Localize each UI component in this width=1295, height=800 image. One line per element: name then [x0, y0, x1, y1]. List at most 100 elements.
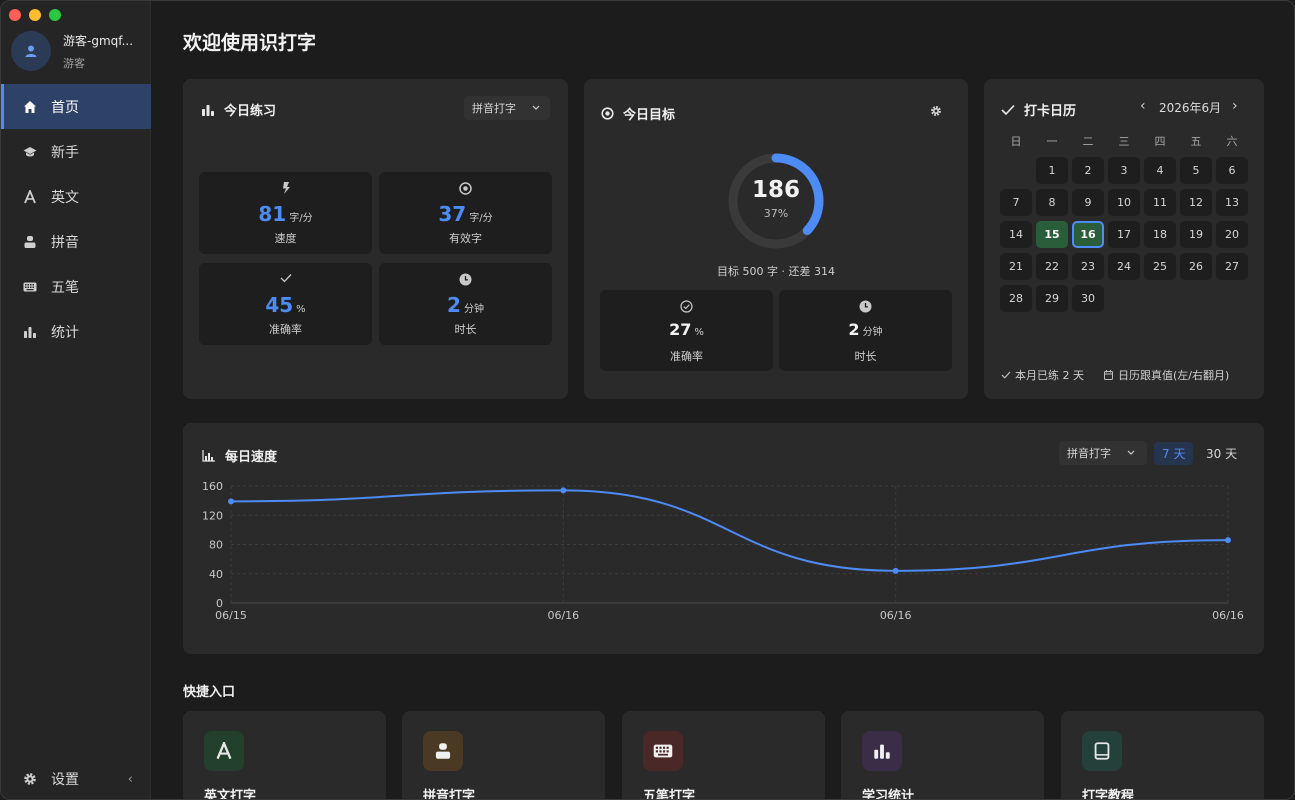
goal-accuracy-value: 27	[669, 320, 692, 339]
accuracy-label: 准确率	[269, 323, 302, 336]
calendar-day[interactable]: 29	[1036, 285, 1068, 312]
quick-study-stats[interactable]: 学习统计	[841, 711, 1044, 799]
calendar-day[interactable]: 6	[1216, 157, 1248, 184]
goal-settings-gear-icon[interactable]	[930, 105, 942, 117]
sidebar-item-beginner[interactable]: 新手	[1, 129, 151, 174]
quick-english-typing[interactable]: 英文打字	[183, 711, 386, 800]
sidebar-item-stats[interactable]: 统计	[1, 309, 151, 354]
x-tick-label: 06/16	[547, 609, 579, 622]
letter-a-icon	[23, 189, 37, 204]
main-content: 欢迎使用识打字 今日练习 拼音打字 81 字/分 速度 37 字/分 有效字	[151, 1, 1294, 800]
calendar-day[interactable]: 25	[1144, 253, 1176, 280]
sidebar-item-label: 五笔	[51, 279, 79, 296]
calendar-day[interactable]: 8	[1036, 189, 1068, 216]
practice-title: 今日练习	[201, 100, 276, 119]
x-tick-label: 06/15	[215, 609, 247, 622]
effective-chars-unit: 字/分	[469, 213, 493, 224]
calendar-day[interactable]: 10	[1108, 189, 1140, 216]
calendar-day[interactable]: 5	[1180, 157, 1212, 184]
practice-mode-value: 拼音打字	[472, 102, 516, 115]
calendar-day[interactable]: 27	[1216, 253, 1248, 280]
calendar-day[interactable]: 11	[1144, 189, 1176, 216]
calendar-day[interactable]: 26	[1180, 253, 1212, 280]
goal-accuracy-stat: 27% 准确率	[600, 290, 773, 371]
quick-wubi-typing[interactable]: 五笔打字	[622, 711, 825, 799]
sidebar-item-label: 统计	[51, 324, 79, 341]
duration-stat: 2 分钟 时长	[379, 263, 552, 345]
chevron-down-icon	[1127, 450, 1135, 455]
calendar-day[interactable]: 23	[1072, 253, 1104, 280]
x-tick-label: 06/16	[1212, 609, 1244, 622]
sidebar-item-label: 英文	[51, 189, 79, 206]
calendar-day[interactable]: 17	[1108, 221, 1140, 248]
calendar-day[interactable]: 1	[1036, 157, 1068, 184]
quick-label: 英文打字	[204, 789, 257, 800]
person-icon	[423, 731, 463, 771]
check-circle-icon	[680, 300, 693, 313]
calendar-day[interactable]: 28	[1000, 285, 1032, 312]
page-title: 欢迎使用识打字	[183, 32, 317, 54]
collapse-sidebar-button[interactable]: ‹	[127, 771, 133, 787]
clock-icon	[859, 300, 872, 313]
goal-current-value: 186	[751, 177, 800, 203]
y-tick-label: 120	[202, 509, 223, 522]
duration-unit: 分钟	[463, 304, 484, 315]
y-tick-label: 40	[209, 568, 223, 581]
calendar-day[interactable]: 2	[1072, 157, 1104, 184]
gear-icon	[23, 772, 37, 786]
speed-value: 81	[258, 202, 287, 226]
calendar-day[interactable]: 15	[1036, 221, 1068, 248]
calendar-day[interactable]: 20	[1216, 221, 1248, 248]
goal-progress-ring	[728, 153, 824, 249]
calendar-day[interactable]: 30	[1072, 285, 1104, 312]
goal-title: 今日目标	[601, 104, 675, 123]
speed-data-point	[228, 498, 234, 505]
goal-duration-value: 2	[848, 320, 860, 339]
sidebar-item-home[interactable]: 首页	[1, 84, 151, 129]
user-profile[interactable]: 游客-gmqf... 游客	[11, 31, 133, 71]
y-tick-label: 0	[216, 597, 223, 610]
quick-entry-title: 快捷入口	[183, 685, 236, 700]
calendar-day[interactable]: 16	[1072, 221, 1104, 248]
goal-duration-label: 时长	[854, 350, 877, 363]
minimize-window-button[interactable]	[29, 9, 41, 21]
speed-label: 速度	[274, 232, 297, 245]
calendar-day[interactable]: 3	[1108, 157, 1140, 184]
calendar-day[interactable]: 22	[1036, 253, 1068, 280]
calendar-day[interactable]: 14	[1000, 221, 1032, 248]
calendar-day[interactable]: 12	[1180, 189, 1212, 216]
calendar-footer-hint: 日历跟真值(左/右翻月)	[1104, 367, 1229, 383]
sidebar-item-english[interactable]: 英文	[1, 174, 151, 219]
range-30-days-button[interactable]: 30 天	[1206, 447, 1238, 461]
calendar-day[interactable]: 21	[1000, 253, 1032, 280]
zoom-window-button[interactable]	[49, 9, 61, 21]
home-icon	[23, 100, 37, 114]
sidebar-item-wubi[interactable]: 五笔	[1, 264, 151, 309]
sidebar-item-label: 拼音	[51, 234, 79, 251]
goal-accuracy-unit: %	[694, 327, 704, 338]
calendar-day[interactable]: 13	[1216, 189, 1248, 216]
accuracy-stat: 45% 准确率	[199, 263, 372, 345]
speed-series-line	[230, 489, 1229, 572]
calendar-day[interactable]: 24	[1108, 253, 1140, 280]
speed-title-text: 每日速度	[225, 450, 278, 465]
calendar-day[interactable]: 19	[1180, 221, 1212, 248]
quick-typing-tutorial[interactable]: 打字教程	[1061, 711, 1264, 799]
close-window-button[interactable]	[9, 9, 21, 21]
calendar-day[interactable]: 9	[1072, 189, 1104, 216]
calendar-day[interactable]: 7	[1000, 189, 1032, 216]
range-7-days-button[interactable]: 7 天	[1154, 442, 1194, 465]
next-month-button[interactable]: ›	[1232, 98, 1238, 114]
calendar-day[interactable]: 18	[1144, 221, 1176, 248]
quick-label: 拼音打字	[423, 789, 476, 800]
goal-progress-arc	[728, 153, 824, 249]
quick-pinyin-typing[interactable]: 拼音打字	[402, 711, 605, 800]
practice-mode-select[interactable]: 拼音打字	[464, 96, 550, 120]
user-name: 游客-gmqf...	[63, 33, 134, 48]
prev-month-button[interactable]: ‹	[1140, 98, 1146, 114]
avatar	[11, 31, 51, 71]
sidebar-item-settings[interactable]: 设置 ‹	[23, 769, 133, 789]
calendar-day[interactable]: 4	[1144, 157, 1176, 184]
sidebar-item-pinyin[interactable]: 拼音	[1, 219, 151, 264]
speed-mode-select[interactable]: 拼音打字	[1059, 441, 1147, 465]
